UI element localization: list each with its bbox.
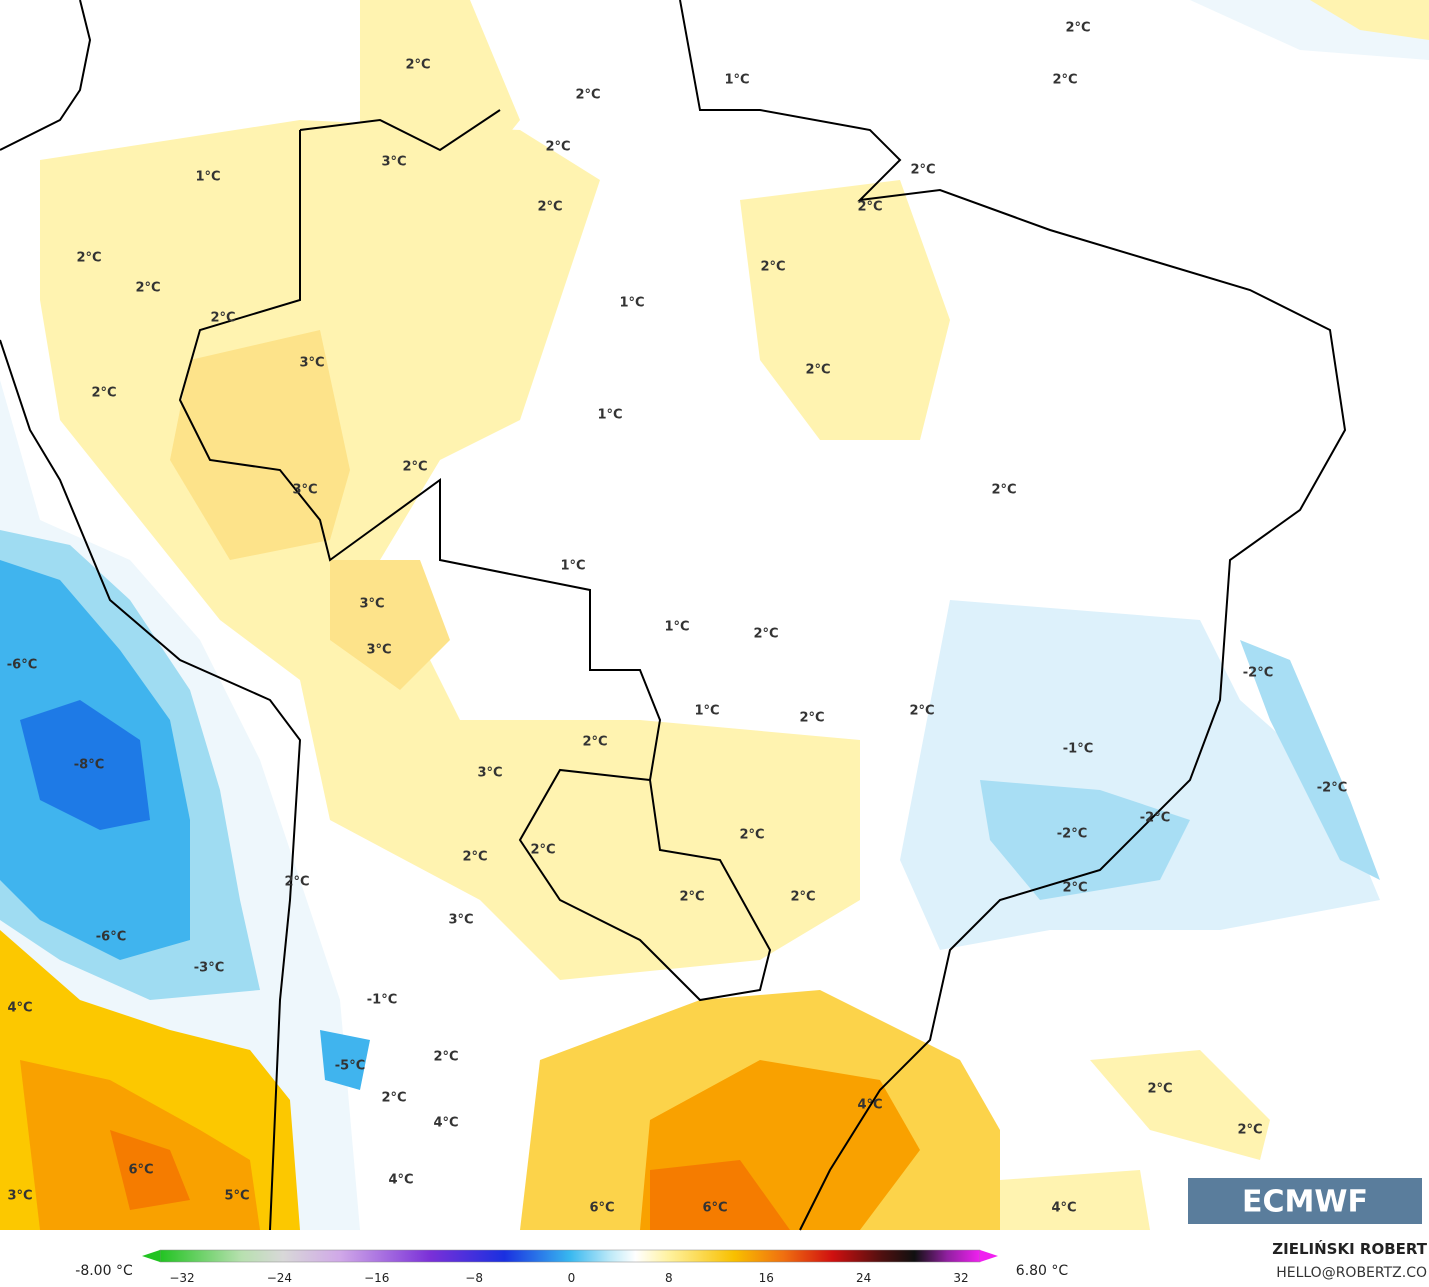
colorbar: -8.00 °C 6.80 °C −32 −24 −16 −8 0 8 16 24 32 <box>75 1249 1069 1285</box>
contour-label: 2°C <box>381 1091 406 1106</box>
contour-label: 3°C <box>477 766 502 781</box>
colorbar-tick: 16 <box>759 1271 774 1285</box>
contour-label: 2°C <box>679 890 704 905</box>
colorbar-tick: −32 <box>169 1271 194 1285</box>
contour-label: 3°C <box>366 643 391 658</box>
contour-label: 2°C <box>210 311 235 326</box>
contour-label: 2°C <box>537 200 562 215</box>
contour-label: 1°C <box>619 296 644 311</box>
colorbar-max: 6.80 °C <box>1016 1263 1069 1279</box>
contour-label: 4°C <box>1051 1201 1076 1216</box>
contour-label: 2°C <box>753 627 778 642</box>
contour-label: 1°C <box>664 620 689 635</box>
contour-label: 3°C <box>448 913 473 928</box>
contour-label: 2°C <box>76 251 101 266</box>
contour-label: 2°C <box>530 843 555 858</box>
contour-label: 2°C <box>790 890 815 905</box>
logo-text: ECMWF <box>1242 1185 1368 1220</box>
contour-label: -6°C <box>7 658 37 673</box>
contour-label: 2°C <box>433 1050 458 1065</box>
contour-label: 1°C <box>560 559 585 574</box>
colorbar-tick: 24 <box>856 1271 871 1285</box>
map-fields <box>0 0 1429 1230</box>
contour-label: 2°C <box>910 163 935 178</box>
contour-label: 6°C <box>702 1201 727 1216</box>
contour-label: 2°C <box>760 260 785 275</box>
contour-label: 2°C <box>582 735 607 750</box>
contour-label: 1°C <box>724 73 749 88</box>
contour-label: -5°C <box>335 1059 365 1074</box>
colorbar-tick: 0 <box>568 1271 576 1285</box>
contour-label: 4°C <box>433 1116 458 1131</box>
contour-label: 3°C <box>381 155 406 170</box>
contour-label: -2°C <box>1243 666 1273 681</box>
contour-label: 2°C <box>909 704 934 719</box>
colorbar-tick: 8 <box>665 1271 673 1285</box>
contour-label: 2°C <box>799 711 824 726</box>
contour-label: 2°C <box>991 483 1016 498</box>
logo: ECMWF <box>1188 1178 1422 1224</box>
contour-label: -8°C <box>74 758 104 773</box>
contour-label: 6°C <box>589 1201 614 1216</box>
contour-label: 2°C <box>405 58 430 73</box>
contour-label: -1°C <box>1063 742 1093 757</box>
contour-label: 2°C <box>805 363 830 378</box>
contour-label: 2°C <box>545 140 570 155</box>
contour-label: 2°C <box>1062 881 1087 896</box>
contour-label: 2°C <box>462 850 487 865</box>
contour-label: 2°C <box>1065 21 1090 36</box>
contour-label: 3°C <box>7 1189 32 1204</box>
contour-label: -6°C <box>96 930 126 945</box>
contour-label: 3°C <box>359 597 384 612</box>
contour-label: 2°C <box>1237 1123 1262 1138</box>
contour-label: -1°C <box>367 993 397 1008</box>
contour-label: 4°C <box>388 1173 413 1188</box>
colorbar-min: -8.00 °C <box>75 1263 133 1279</box>
author: ZIELIŃSKI ROBERT <box>1272 1239 1427 1258</box>
contour-label: 3°C <box>299 356 324 371</box>
contour-label: 1°C <box>195 170 220 185</box>
contour-label: 1°C <box>694 704 719 719</box>
contour-label: -2°C <box>1317 781 1347 796</box>
contour-label: -3°C <box>194 961 224 976</box>
colorbar-tick: 32 <box>953 1271 968 1285</box>
email: HELLO@ROBERTZ.CO <box>1276 1265 1427 1281</box>
contour-label: -2°C <box>1057 827 1087 842</box>
contour-label: 2°C <box>857 200 882 215</box>
contour-label: 5°C <box>224 1189 249 1204</box>
contour-label: 4°C <box>857 1098 882 1113</box>
contour-label: 2°C <box>1052 73 1077 88</box>
contour-label: 2°C <box>91 386 116 401</box>
contour-label: -2°C <box>1140 811 1170 826</box>
contour-label: 2°C <box>284 875 309 890</box>
contour-label: 1°C <box>597 408 622 423</box>
contour-label: 2°C <box>402 460 427 475</box>
coastlines-borders <box>0 0 1347 1231</box>
contour-label: 2°C <box>739 828 764 843</box>
contour-label: 3°C <box>292 483 317 498</box>
contour-label: 2°C <box>135 281 160 296</box>
contour-label: 2°C <box>575 88 600 103</box>
contour-label: 4°C <box>7 1001 32 1016</box>
colorbar-tick: −8 <box>465 1271 483 1285</box>
contour-label: 2°C <box>1147 1082 1172 1097</box>
contour-labels: 2°C 2°C 2°C 2°C 1°C 3°C 2°C 2°C 1°C 2°C 2°C 2°C 2°C 2… <box>7 21 1347 1216</box>
colorbar-tick: −16 <box>364 1271 389 1285</box>
colorbar-tick: −24 <box>267 1271 292 1285</box>
contour-label: 6°C <box>128 1163 153 1178</box>
